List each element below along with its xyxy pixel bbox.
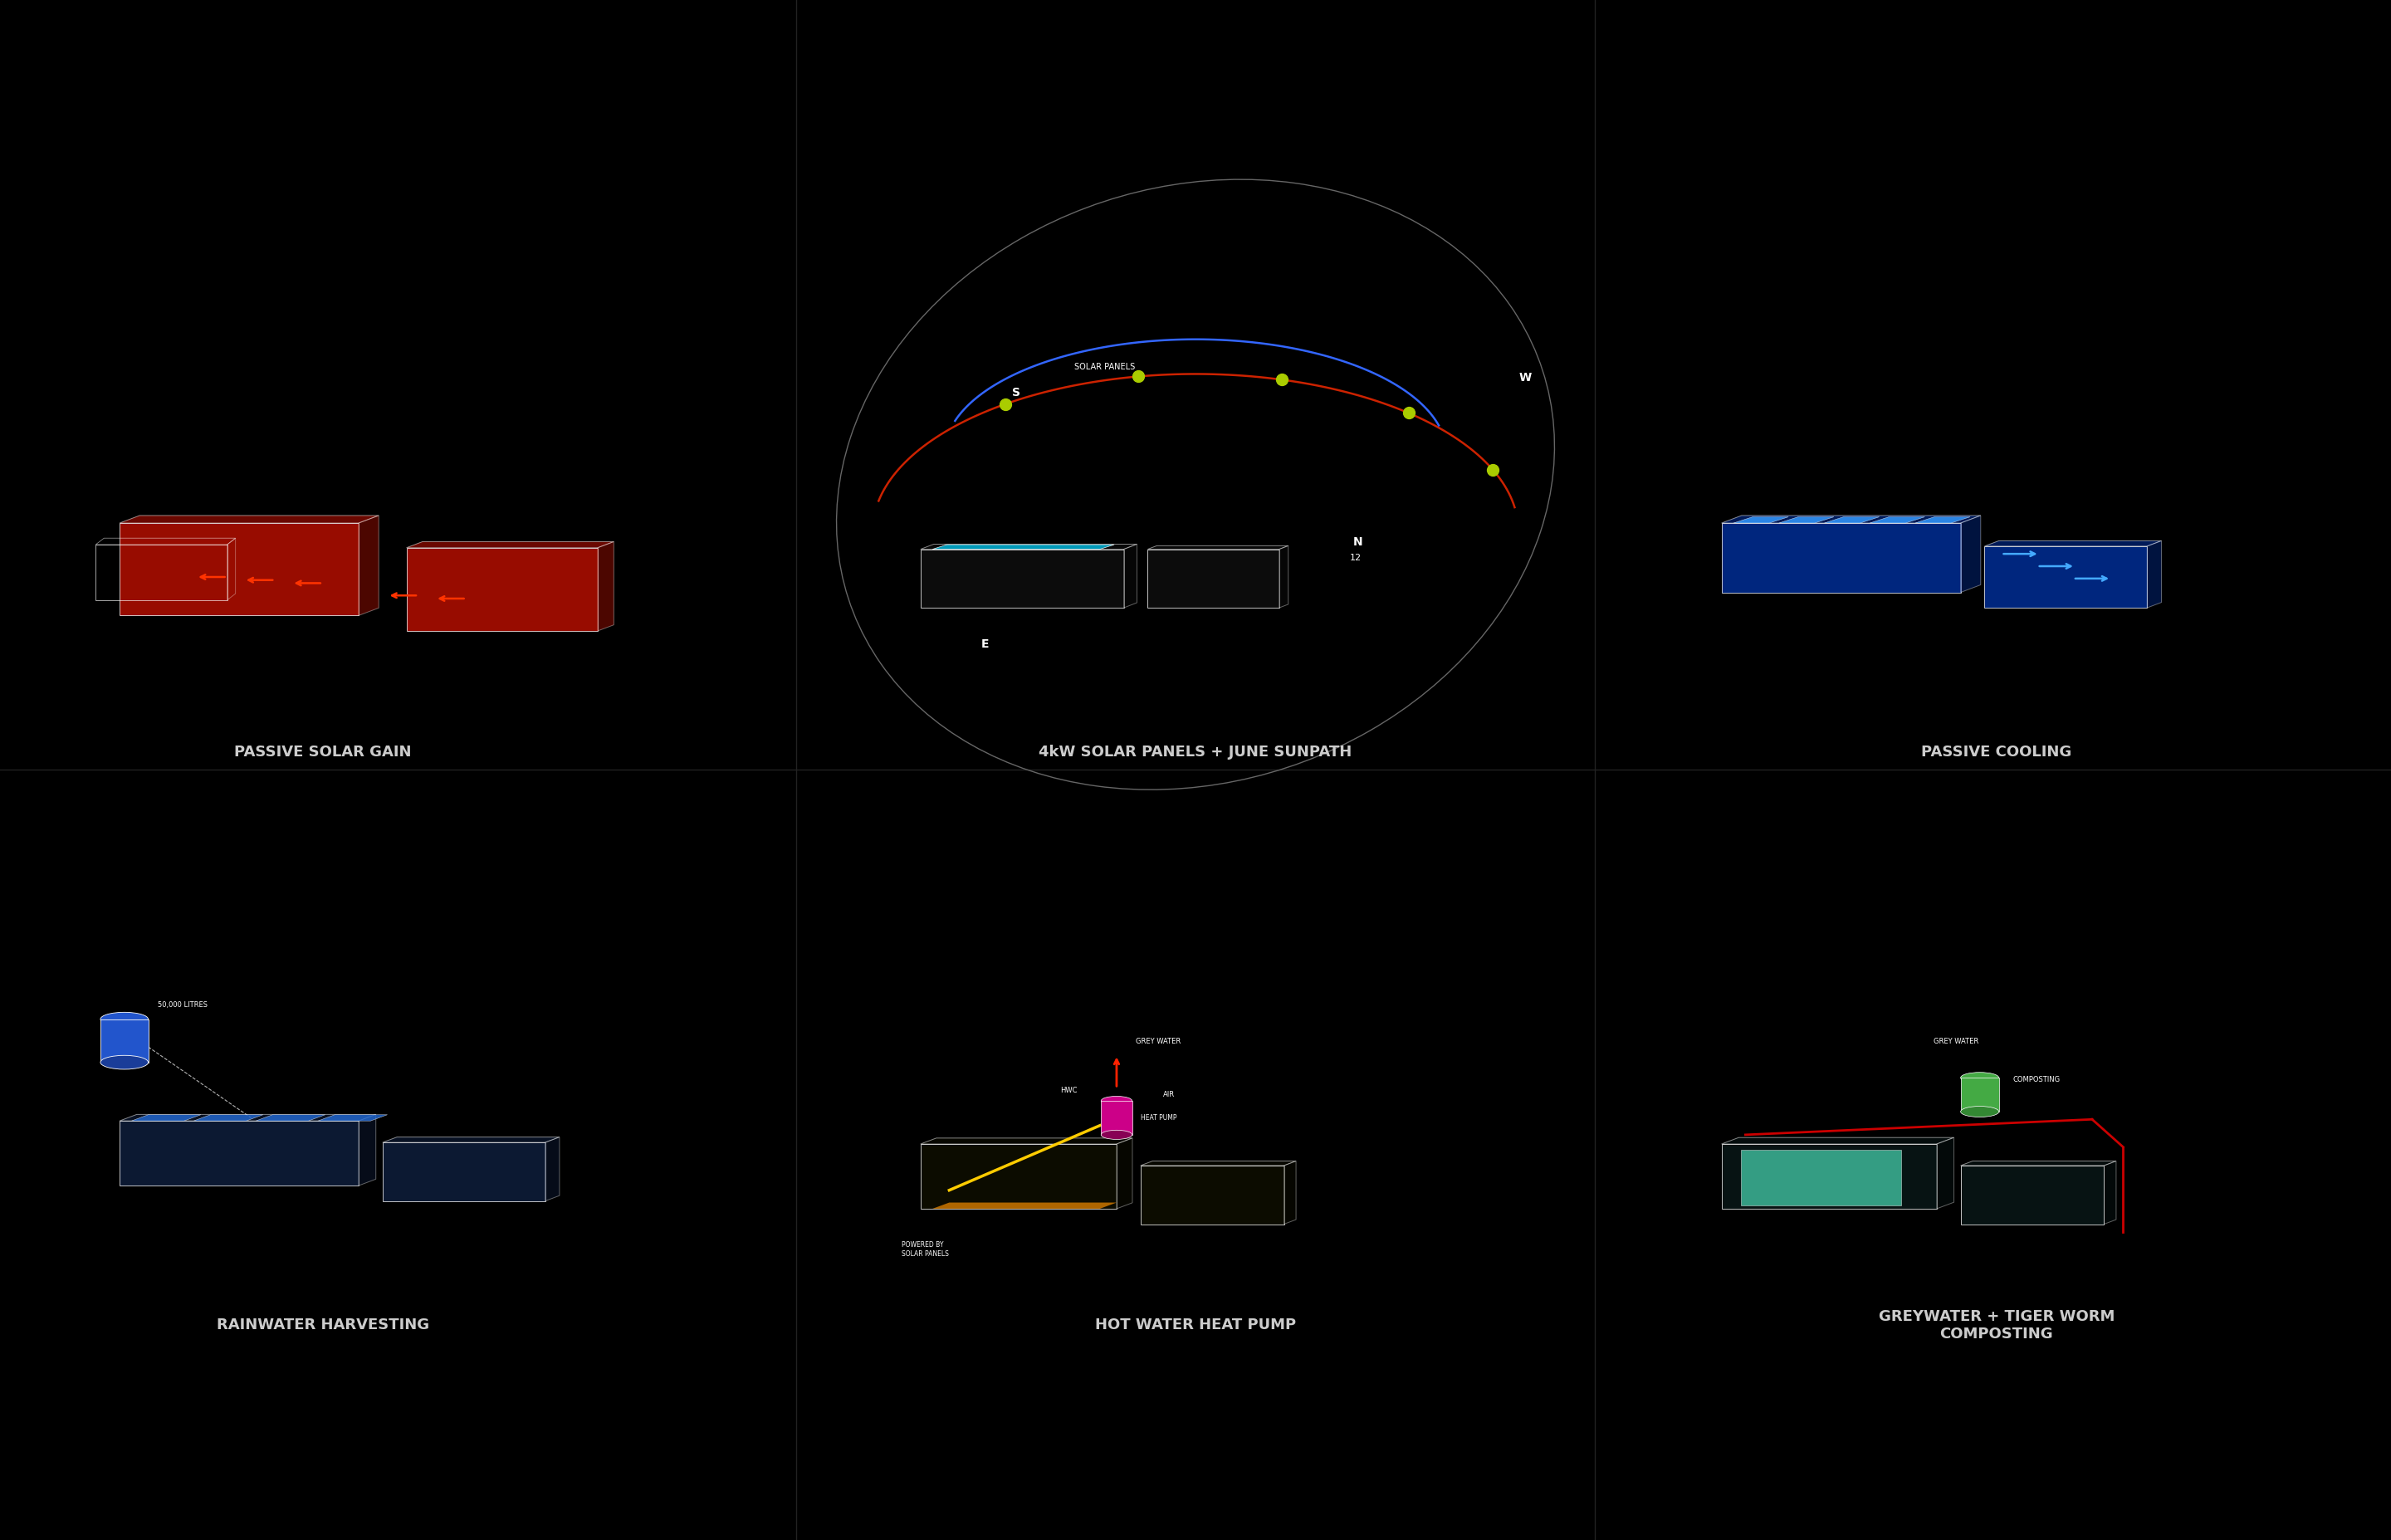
Polygon shape bbox=[1985, 547, 2147, 608]
Polygon shape bbox=[1722, 1138, 1953, 1144]
Polygon shape bbox=[1870, 517, 1925, 524]
Polygon shape bbox=[120, 1115, 375, 1121]
Ellipse shape bbox=[100, 1056, 148, 1069]
Polygon shape bbox=[545, 1137, 559, 1201]
Polygon shape bbox=[1279, 547, 1289, 608]
Polygon shape bbox=[1961, 1161, 2116, 1166]
Polygon shape bbox=[1148, 547, 1289, 550]
Polygon shape bbox=[921, 550, 1124, 608]
Polygon shape bbox=[932, 545, 1114, 550]
Ellipse shape bbox=[1961, 1106, 1999, 1118]
Polygon shape bbox=[1824, 517, 1879, 524]
Polygon shape bbox=[1733, 517, 1788, 524]
Polygon shape bbox=[383, 1137, 559, 1143]
Ellipse shape bbox=[100, 1013, 148, 1026]
Polygon shape bbox=[359, 1115, 375, 1186]
Polygon shape bbox=[194, 1115, 263, 1121]
Text: HWC: HWC bbox=[1059, 1086, 1078, 1093]
Text: 4kW SOLAR PANELS + JUNE SUNPATH: 4kW SOLAR PANELS + JUNE SUNPATH bbox=[1040, 744, 1351, 759]
Polygon shape bbox=[1961, 1166, 2104, 1224]
Polygon shape bbox=[1741, 1150, 1901, 1206]
Text: E: E bbox=[980, 638, 990, 650]
Text: RAINWATER HARVESTING: RAINWATER HARVESTING bbox=[218, 1317, 428, 1332]
Polygon shape bbox=[132, 1115, 201, 1121]
Polygon shape bbox=[406, 548, 598, 631]
Polygon shape bbox=[359, 516, 378, 616]
Polygon shape bbox=[1961, 516, 1980, 593]
Polygon shape bbox=[120, 1121, 359, 1186]
Text: 12: 12 bbox=[1351, 553, 1360, 562]
Text: 50,000 LITRES: 50,000 LITRES bbox=[158, 1001, 208, 1007]
Polygon shape bbox=[2147, 542, 2161, 608]
Polygon shape bbox=[598, 542, 614, 631]
Bar bbox=[1100, 1101, 1133, 1135]
Polygon shape bbox=[1985, 542, 2161, 547]
Polygon shape bbox=[921, 1144, 1117, 1209]
Text: POWERED BY
SOLAR PANELS: POWERED BY SOLAR PANELS bbox=[901, 1241, 949, 1257]
Text: HEAT PUMP: HEAT PUMP bbox=[1141, 1113, 1176, 1121]
Polygon shape bbox=[318, 1115, 387, 1121]
Text: SOLAR PANELS: SOLAR PANELS bbox=[1074, 362, 1136, 371]
Text: HOT WATER HEAT PUMP: HOT WATER HEAT PUMP bbox=[1095, 1317, 1296, 1332]
Polygon shape bbox=[1779, 517, 1834, 524]
Polygon shape bbox=[406, 542, 614, 548]
Polygon shape bbox=[1148, 550, 1279, 608]
Text: N: N bbox=[1353, 536, 1363, 548]
Ellipse shape bbox=[1100, 1096, 1133, 1106]
Polygon shape bbox=[921, 1138, 1133, 1144]
Text: PASSIVE SOLAR GAIN: PASSIVE SOLAR GAIN bbox=[234, 744, 411, 759]
Polygon shape bbox=[1124, 545, 1138, 608]
Text: GREY WATER: GREY WATER bbox=[1934, 1036, 1977, 1044]
Polygon shape bbox=[2104, 1161, 2116, 1224]
Polygon shape bbox=[1915, 517, 1970, 524]
Text: W: W bbox=[1518, 371, 1533, 383]
Text: PASSIVE COOLING: PASSIVE COOLING bbox=[1922, 744, 2071, 759]
Polygon shape bbox=[1284, 1161, 1296, 1224]
Polygon shape bbox=[383, 1143, 545, 1201]
Polygon shape bbox=[932, 1203, 1117, 1209]
Polygon shape bbox=[921, 545, 1138, 550]
Polygon shape bbox=[1722, 516, 1980, 524]
Polygon shape bbox=[120, 524, 359, 616]
Polygon shape bbox=[1937, 1138, 1953, 1209]
Polygon shape bbox=[1117, 1138, 1133, 1209]
Bar bbox=[1961, 1078, 1999, 1112]
Ellipse shape bbox=[1100, 1130, 1133, 1140]
Polygon shape bbox=[1141, 1161, 1296, 1166]
Ellipse shape bbox=[1961, 1072, 1999, 1083]
Polygon shape bbox=[1722, 524, 1961, 593]
Text: GREYWATER + TIGER WORM
COMPOSTING: GREYWATER + TIGER WORM COMPOSTING bbox=[1879, 1309, 2114, 1340]
Text: GREY WATER: GREY WATER bbox=[1136, 1036, 1181, 1044]
Text: COMPOSTING: COMPOSTING bbox=[2013, 1075, 2061, 1083]
Polygon shape bbox=[256, 1115, 325, 1121]
Polygon shape bbox=[120, 516, 378, 524]
Polygon shape bbox=[1141, 1166, 1284, 1224]
Text: S: S bbox=[1011, 387, 1021, 399]
Bar bbox=[100, 1019, 148, 1063]
Text: AIR: AIR bbox=[1164, 1090, 1174, 1098]
Polygon shape bbox=[1722, 1144, 1937, 1209]
